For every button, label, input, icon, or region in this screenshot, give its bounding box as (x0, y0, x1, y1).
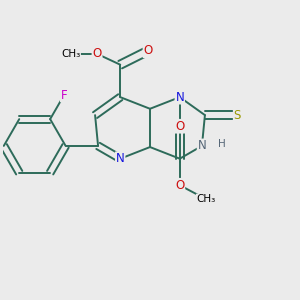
Text: S: S (234, 109, 241, 122)
Text: N: N (198, 140, 206, 152)
Text: N: N (116, 152, 124, 165)
Text: O: O (175, 120, 184, 133)
Text: O: O (143, 44, 153, 57)
Text: O: O (175, 179, 184, 192)
Text: CH₃: CH₃ (61, 49, 80, 59)
Text: N: N (176, 91, 184, 103)
Text: CH₃: CH₃ (196, 194, 216, 204)
Text: O: O (92, 47, 102, 60)
Text: H: H (218, 140, 226, 149)
Text: F: F (61, 88, 68, 101)
